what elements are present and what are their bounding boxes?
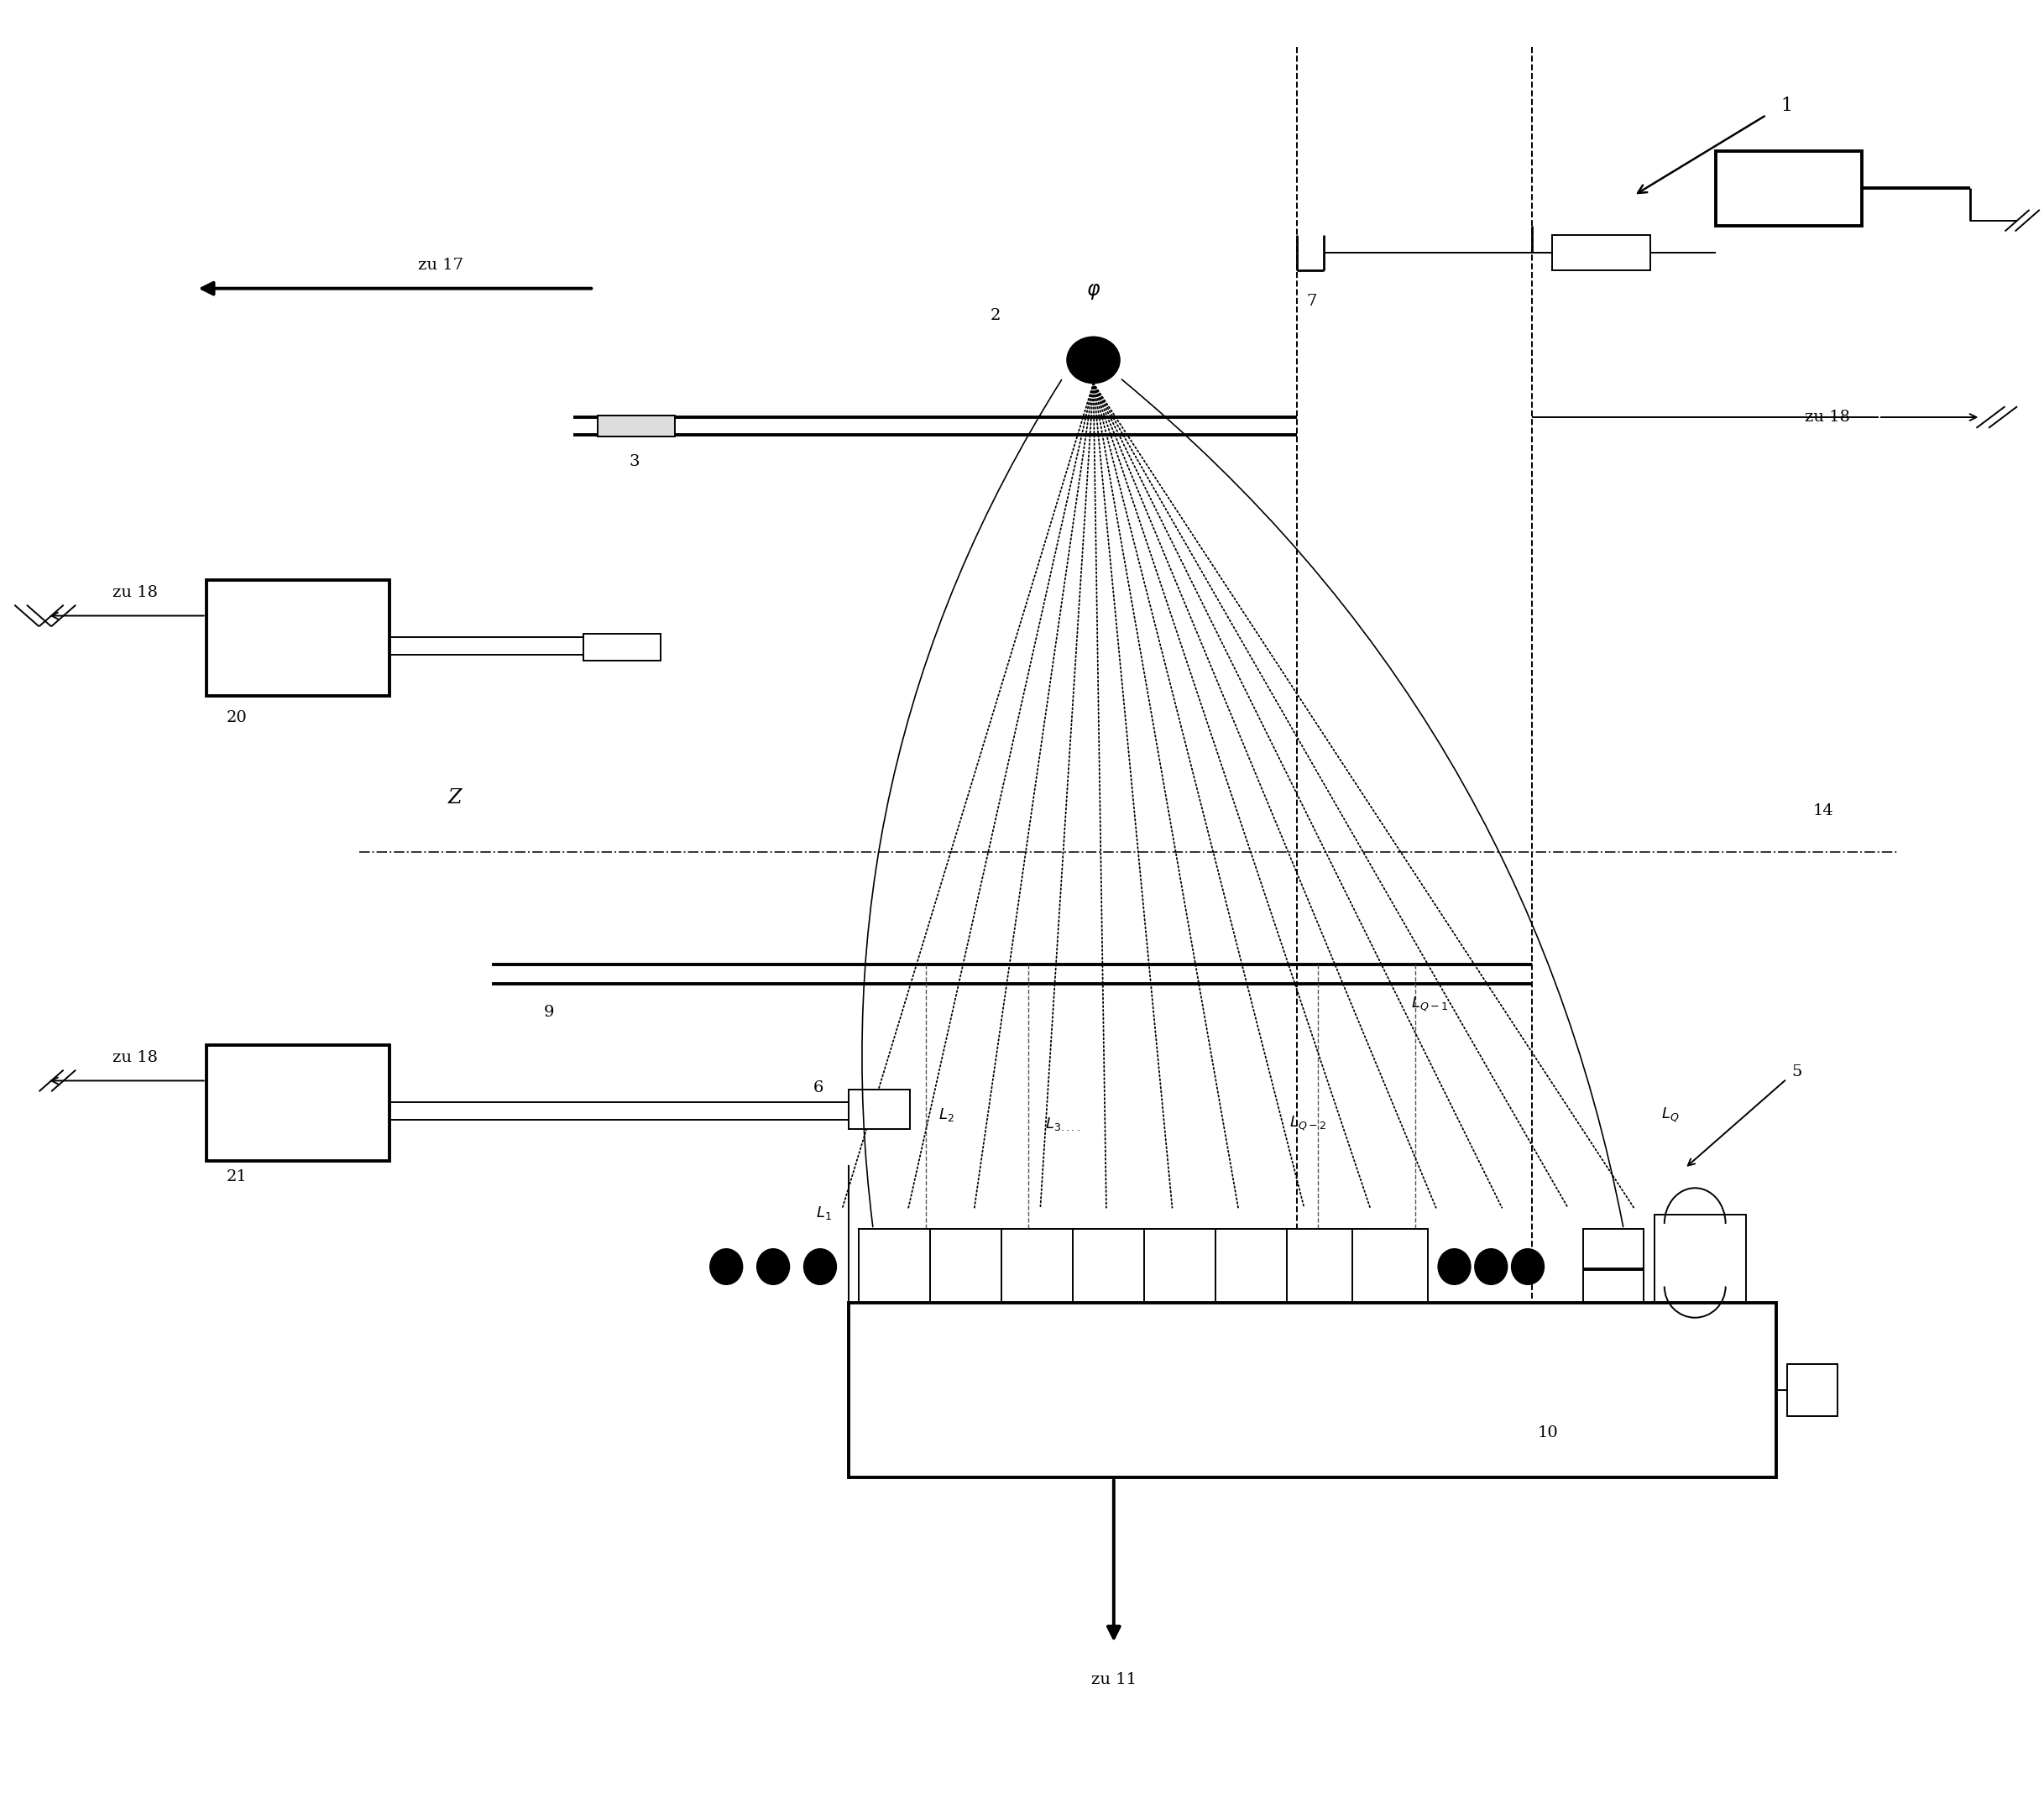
Text: zu 11: zu 11	[1091, 1673, 1136, 1687]
Text: zu 18: zu 18	[112, 585, 157, 601]
Ellipse shape	[709, 1248, 742, 1284]
Bar	[848, 1090, 910, 1130]
Bar	[1216, 1230, 1292, 1304]
Bar	[1582, 1230, 1643, 1268]
Text: 2: 2	[989, 308, 1002, 323]
Text: $L_1$: $L_1$	[816, 1205, 832, 1221]
Bar	[583, 633, 660, 660]
Ellipse shape	[756, 1248, 789, 1284]
Ellipse shape	[1439, 1248, 1470, 1284]
Text: 1: 1	[1780, 97, 1793, 115]
Bar	[848, 1302, 1776, 1477]
Circle shape	[1067, 337, 1120, 384]
Text: $L_Q$: $L_Q$	[1662, 1106, 1680, 1124]
Text: $\varphi$: $\varphi$	[1085, 282, 1100, 301]
Text: Z: Z	[448, 789, 462, 809]
Text: 10: 10	[1537, 1425, 1558, 1440]
Text: 14: 14	[1813, 803, 1833, 818]
Text: zu 18: zu 18	[112, 1051, 157, 1065]
Text: 9: 9	[544, 1006, 554, 1020]
Bar	[1002, 1230, 1077, 1304]
Text: zu 18: zu 18	[1805, 409, 1850, 425]
Text: $L_{Q-2}$: $L_{Q-2}$	[1290, 1115, 1327, 1133]
Text: $L_{Q-1}$: $L_{Q-1}$	[1410, 995, 1449, 1013]
Bar	[1353, 1230, 1429, 1304]
Bar	[1288, 1230, 1363, 1304]
Bar	[1786, 1364, 1838, 1416]
Bar	[1145, 1230, 1220, 1304]
Bar	[597, 416, 675, 437]
Bar	[1551, 235, 1650, 271]
Text: $L_{3....}$: $L_{3....}$	[1044, 1115, 1081, 1131]
Text: 5: 5	[1793, 1065, 1803, 1079]
Ellipse shape	[1474, 1248, 1506, 1284]
Text: 7: 7	[1306, 294, 1316, 308]
Bar	[858, 1230, 934, 1304]
Bar	[1582, 1269, 1643, 1309]
Bar	[1073, 1230, 1149, 1304]
Bar	[206, 1045, 390, 1162]
Bar	[206, 579, 390, 696]
Text: 22: 22	[1827, 152, 1848, 167]
Text: zu 17: zu 17	[419, 258, 464, 273]
Text: 3: 3	[630, 454, 640, 470]
Text: 6: 6	[814, 1081, 824, 1096]
Bar	[1654, 1216, 1746, 1318]
Ellipse shape	[1511, 1248, 1543, 1284]
Bar	[930, 1230, 1006, 1304]
Ellipse shape	[803, 1248, 836, 1284]
Text: $L_2$: $L_2$	[938, 1106, 955, 1122]
Bar	[1715, 151, 1862, 226]
Text: 20: 20	[227, 710, 247, 724]
Text: 21: 21	[227, 1169, 247, 1185]
